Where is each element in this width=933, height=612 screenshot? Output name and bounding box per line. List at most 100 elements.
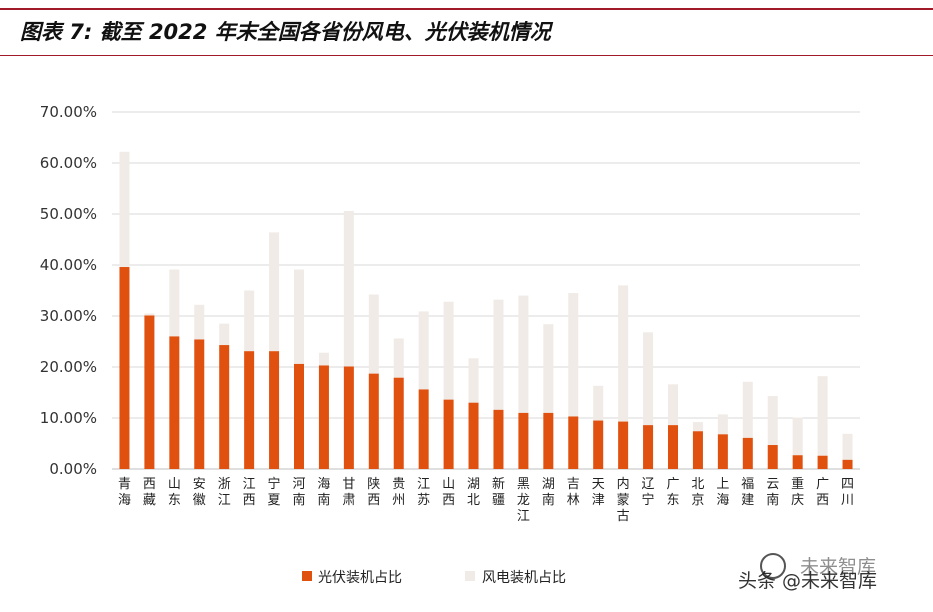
y-tick-label: 10.00% [40,409,97,427]
bar-pv [742,437,753,469]
bar-pv [294,363,304,469]
x-category-label: 黑龙江 [517,477,530,524]
bar-pv [643,425,654,469]
x-category-label: 浙江 [218,477,231,508]
bar-pv [219,345,230,469]
figure-title: 图表 7: 截至 2022 年末全国各省份风电、光伏装机情况 [20,20,551,44]
watermark-line1: 未来智库 [800,556,877,578]
bar-pv [543,412,554,469]
bar-wind [493,299,504,410]
bar-pv [692,431,703,469]
bar-wind [593,385,604,421]
x-category-label: 甘肃 [342,477,355,508]
bar-wind [343,210,354,367]
gridlines [112,111,860,470]
bar-pv [194,339,205,469]
bar-pv [593,420,604,469]
bar-wind [368,294,379,374]
title-bottom-rule [0,55,933,56]
bar-pv [169,336,180,469]
x-category-label: 上海 [716,477,729,508]
bar-pv [792,455,803,469]
bar-wind [119,151,130,268]
x-category-label: 贵州 [392,477,405,508]
watermark-logo-icon [760,553,786,579]
x-category-label: 内蒙古 [617,476,630,524]
y-tick-label: 40.00% [40,256,97,274]
bar-pv [668,425,678,469]
legend-swatch-wind [465,571,475,581]
y-tick-label: 60.00% [40,154,97,172]
x-category-label: 云南 [766,477,779,508]
bar-wind [518,295,529,413]
y-axis-tick-labels: 0.00% 10.00% 20.00% 30.00% 40.00% 50.00% 60.00… [40,103,97,478]
bar-wind [717,414,728,435]
legend-label-wind: 风电装机占比 [482,570,566,586]
bar-pv [568,416,579,469]
x-category-label: 吉林 [567,477,580,508]
bar-wind [792,417,803,456]
bars [119,151,853,469]
bar-wind [767,396,778,446]
bar-wind [318,352,329,366]
bar-wind [443,301,454,400]
bar-pv [418,389,429,469]
legend-swatch-pv [302,571,312,581]
x-category-label: 江苏 [417,477,430,508]
bar-pv [618,421,629,469]
bar-wind [418,311,429,390]
y-tick-label: 70.00% [40,103,97,121]
bar-wind [194,304,205,340]
x-category-label: 西藏 [143,477,156,508]
bar-wind [618,285,629,422]
y-tick-label: 0.00% [49,460,97,478]
bar-wind [468,358,479,403]
bar-pv [518,412,529,469]
x-category-label: 福建 [741,477,754,508]
legend-label-pv: 光伏装机占比 [318,570,402,586]
bar-pv [842,459,853,469]
bar-pv [119,267,130,469]
bar-pv [244,351,255,469]
x-category-label: 河南 [292,477,305,508]
bar-pv [144,315,155,469]
y-tick-label: 50.00% [40,205,97,223]
bar-pv [493,409,504,469]
x-axis-category-labels: 青海西藏山东安徽浙江江西宁夏河南海南甘肃陕西贵州江苏山西湖北新疆黑龙江湖南吉林天… [118,476,854,524]
bar-wind [219,323,230,346]
x-category-label: 安徽 [193,477,206,508]
legend: 光伏装机占比 风电装机占比 [302,570,566,586]
bar-pv [717,434,728,469]
bar-pv [468,402,479,469]
x-category-label: 重庆 [791,476,804,508]
x-category-label: 新疆 [492,476,505,508]
x-category-label: 海南 [317,477,330,508]
bar-wind [842,433,853,460]
bar-pv [443,399,454,469]
x-category-label: 陕西 [367,477,380,508]
bar-pv [368,373,379,469]
watermark-line2: 头条 @未来智库 [738,570,878,592]
bar-wind [244,290,255,352]
x-category-label: 四川 [841,477,854,508]
x-category-label: 青海 [118,477,131,508]
x-category-label: 宁夏 [268,476,281,508]
bar-wind [817,376,828,456]
x-category-label: 北京 [691,477,704,508]
x-category-label: 湖南 [542,477,555,508]
bar-pv [767,445,778,469]
bar-wind [269,232,280,352]
x-category-label: 辽宁 [642,477,655,508]
title-top-rule [0,8,933,10]
y-tick-label: 30.00% [40,307,97,325]
bar-wind [668,384,678,426]
bar-pv [269,351,280,469]
bar-wind [169,269,180,337]
x-category-label: 山东 [168,477,181,508]
x-category-label: 广西 [816,477,829,508]
bar-wind [393,338,404,378]
x-category-label: 广东 [666,477,679,508]
bar-pv [393,377,404,469]
bar-pv [318,365,329,469]
